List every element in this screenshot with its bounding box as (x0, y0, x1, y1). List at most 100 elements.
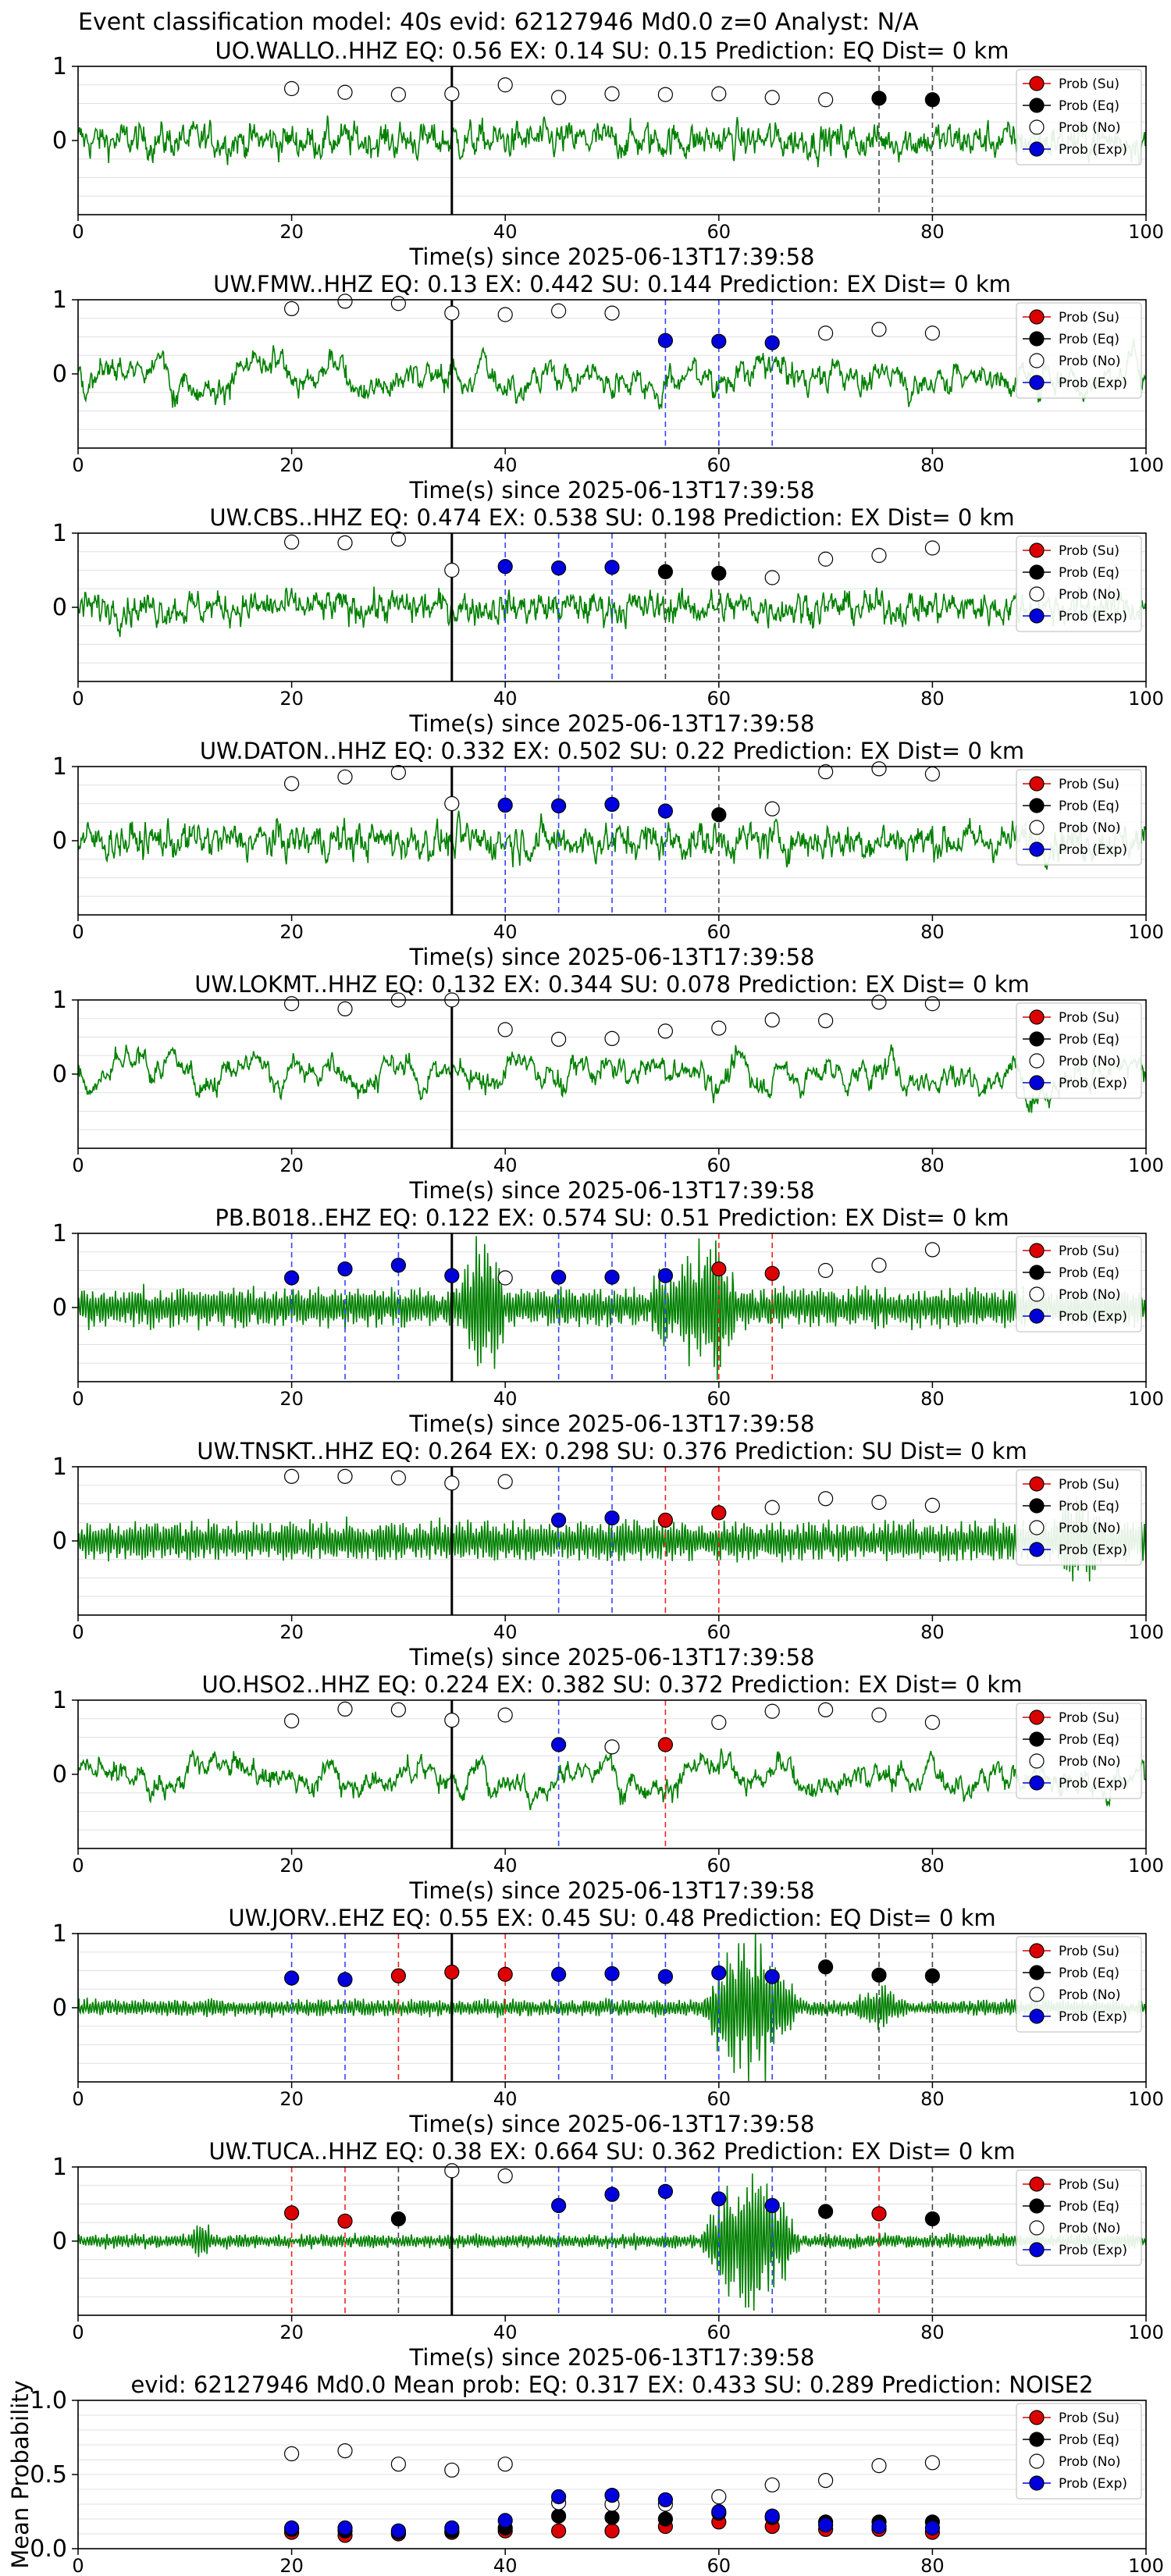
x-axis-label: Time(s) since 2025-06-13T17:39:58 (409, 710, 815, 737)
legend-marker-su (1029, 2410, 1045, 2425)
legend-box (1016, 1469, 1142, 1566)
prob-marker-no (337, 1468, 353, 1484)
mean-marker-exp (337, 2520, 353, 2535)
x-tick-label: 60 (707, 1855, 731, 1877)
legend-label-exp: Prob (Exp) (1059, 1542, 1127, 1558)
x-tick-label: 0 (72, 688, 84, 710)
x-axis-label: Time(s) since 2025-06-13T17:39:58 (409, 1177, 815, 1204)
x-axis-label: Time(s) since 2025-06-13T17:39:58 (409, 2344, 815, 2371)
legend-label-exp: Prob (Exp) (1059, 1776, 1127, 1791)
x-tick-label: 0 (72, 221, 84, 243)
prob-marker-no (604, 305, 620, 321)
legend-box (1016, 769, 1142, 866)
waveform-trace (78, 1044, 1146, 1113)
prob-marker-su (657, 1737, 674, 1752)
legend-label-exp: Prob (Exp) (1059, 2009, 1127, 2025)
legend-marker-eq (1029, 1965, 1045, 1980)
mean-marker-exp (497, 2513, 513, 2528)
mean-marker-no (497, 2457, 513, 2472)
panel-title: UW.CBS..HHZ EQ: 0.474 EX: 0.538 SU: 0.19… (209, 504, 1014, 531)
prob-marker-su (497, 1966, 513, 1982)
legend-marker-eq (1029, 1265, 1045, 1280)
prob-marker-no (497, 307, 513, 322)
prob-marker-no (444, 86, 460, 101)
prob-marker-no (871, 322, 887, 337)
panel-6: PB.B018..EHZ EQ: 0.122 EX: 0.574 SU: 0.5… (52, 1204, 1164, 1437)
x-tick-label: 100 (1128, 1388, 1164, 1410)
x-tick-label: 40 (493, 454, 518, 476)
legend-label-eq: Prob (Eq) (1059, 565, 1119, 581)
y-tick-label: 0.5 (30, 2461, 67, 2489)
prob-marker-no (924, 1497, 941, 1514)
prob-marker-su (390, 1968, 406, 1984)
x-axis-label: Time(s) since 2025-06-13T17:39:58 (409, 944, 815, 970)
x-tick-label: 40 (493, 2088, 518, 2110)
prob-marker-no (871, 547, 887, 564)
y-tick-label: 0 (52, 827, 67, 855)
mean-marker-exp (764, 2508, 780, 2524)
legend-label-eq: Prob (Eq) (1059, 799, 1119, 814)
y-tick-label: 1 (52, 520, 67, 547)
x-tick-label: 80 (920, 1388, 945, 1410)
x-tick-label: 60 (707, 1621, 731, 1643)
x-tick-label: 60 (707, 921, 731, 943)
legend-label-exp: Prob (Exp) (1059, 2476, 1127, 2492)
x-tick-label: 80 (920, 688, 945, 710)
prob-marker-no (550, 303, 567, 318)
prob-marker-no (924, 326, 941, 341)
legend-label-no: Prob (No) (1059, 1054, 1121, 1069)
prob-marker-no (817, 1262, 834, 1279)
legend-marker-exp (1029, 841, 1045, 857)
mean-marker-no (444, 2462, 460, 2478)
prob-marker-exp (764, 335, 780, 350)
x-tick-label: 40 (493, 1855, 518, 1877)
x-tick-label: 60 (707, 1388, 731, 1410)
prob-marker-no (497, 1474, 513, 1489)
prob-marker-eq (711, 807, 727, 823)
prob-marker-exp (657, 803, 674, 819)
prob-marker-no (337, 294, 353, 309)
x-tick-label: 0 (72, 1621, 84, 1643)
legend-marker-no (1029, 353, 1045, 368)
legend-label-no: Prob (No) (1059, 354, 1121, 369)
prob-marker-no (337, 1001, 353, 1017)
panel-title: UO.WALLO..HHZ EQ: 0.56 EX: 0.14 SU: 0.15… (215, 37, 1009, 64)
legend-marker-eq (1029, 564, 1045, 580)
x-tick-label: 40 (493, 1155, 518, 1176)
legend-marker-su (1029, 1476, 1045, 1492)
y-tick-label: 1 (52, 987, 67, 1014)
legend-label-eq: Prob (Eq) (1059, 1732, 1119, 1748)
x-tick-label: 60 (707, 688, 731, 710)
x-tick-label: 40 (493, 1388, 518, 1410)
legend-marker-eq (1029, 1731, 1045, 1747)
prob-marker-eq (924, 1968, 941, 1984)
mean-marker-su (604, 2523, 620, 2539)
prob-marker-no (817, 326, 834, 341)
x-tick-label: 80 (920, 1155, 945, 1176)
prob-marker-no (284, 301, 300, 316)
legend-box (1016, 2403, 1142, 2500)
waveform-trace (78, 1496, 1146, 1582)
panel-4: UW.DATON..HHZ EQ: 0.332 EX: 0.502 SU: 0.… (52, 738, 1164, 970)
prob-marker-no (550, 90, 567, 105)
panel-title: UW.LOKMT..HHZ EQ: 0.132 EX: 0.344 SU: 0.… (194, 971, 1029, 998)
prob-marker-exp (284, 1270, 300, 1286)
prob-marker-no (444, 795, 460, 812)
panel-7: UW.TNSKT..HHZ EQ: 0.264 EX: 0.298 SU: 0.… (52, 1438, 1164, 1670)
x-tick-label: 60 (707, 2088, 731, 2110)
legend-marker-exp (1029, 141, 1045, 157)
mean-marker-no (284, 2446, 300, 2461)
panel-11: evid: 62127946 Md0.0 Mean prob: EQ: 0.31… (7, 2371, 1164, 2576)
prob-marker-su (337, 2213, 353, 2229)
x-tick-label: 40 (493, 2555, 518, 2576)
mean-marker-exp (284, 2520, 300, 2535)
x-tick-label: 80 (920, 454, 945, 476)
prob-marker-exp (604, 796, 620, 813)
legend-marker-no (1029, 1520, 1045, 1535)
prob-marker-no (924, 1714, 941, 1731)
x-tick-label: 0 (72, 2088, 84, 2110)
y-tick-label: 1 (52, 753, 67, 781)
legend-label-exp: Prob (Exp) (1059, 1076, 1127, 1091)
legend-marker-no (1029, 1286, 1045, 1302)
x-tick-label: 60 (707, 454, 731, 476)
